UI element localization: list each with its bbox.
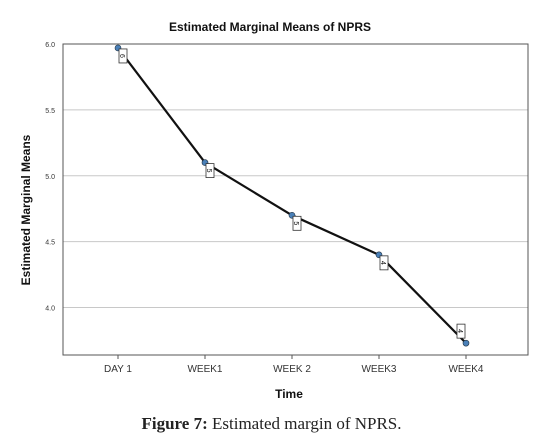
figure-caption: Figure 7: Estimated margin of NPRS. [0, 414, 543, 434]
y-tick-label: 5.0 [45, 174, 55, 181]
data-label-box [456, 323, 466, 339]
x-axis-label: Time [275, 387, 303, 401]
x-tick-label: WEEK1 [187, 364, 222, 375]
series-line [117, 47, 467, 344]
data-label-box [379, 255, 389, 271]
y-tick-label: 5.5 [45, 108, 55, 115]
x-tick-label: WEEK3 [361, 364, 396, 375]
data-label: 4 [456, 329, 463, 333]
data-label: 4 [379, 261, 386, 265]
data-label-box [205, 163, 215, 179]
data-label: 6 [118, 54, 125, 58]
x-tick-label: WEEK 2 [273, 364, 311, 375]
y-tick-label: 4.0 [45, 306, 55, 313]
plot-frame [62, 43, 529, 356]
data-label-box [118, 48, 128, 64]
y-tick-label: 6.0 [45, 42, 55, 49]
x-tick-label: WEEK4 [448, 364, 483, 375]
plot-area: 6.0 5.5 5.0 4.5 4.0 DAY 1 WEEK1 WEEK 2 WEEK3 WEEK… [45, 42, 529, 375]
data-label: 5 [205, 169, 212, 173]
chart-title: Estimated Marginal Means of NPRS [169, 20, 371, 34]
caption-text: Estimated margin of NPRS. [212, 414, 402, 433]
y-axis-label: Estimated Marginal Means [19, 134, 33, 285]
data-point [462, 339, 470, 347]
caption-label: Figure 7: [141, 414, 208, 433]
data-label-box [292, 215, 302, 231]
x-tick-label: DAY 1 [104, 364, 132, 375]
data-label: 5 [292, 221, 299, 225]
y-tick-label: 4.5 [45, 240, 55, 247]
